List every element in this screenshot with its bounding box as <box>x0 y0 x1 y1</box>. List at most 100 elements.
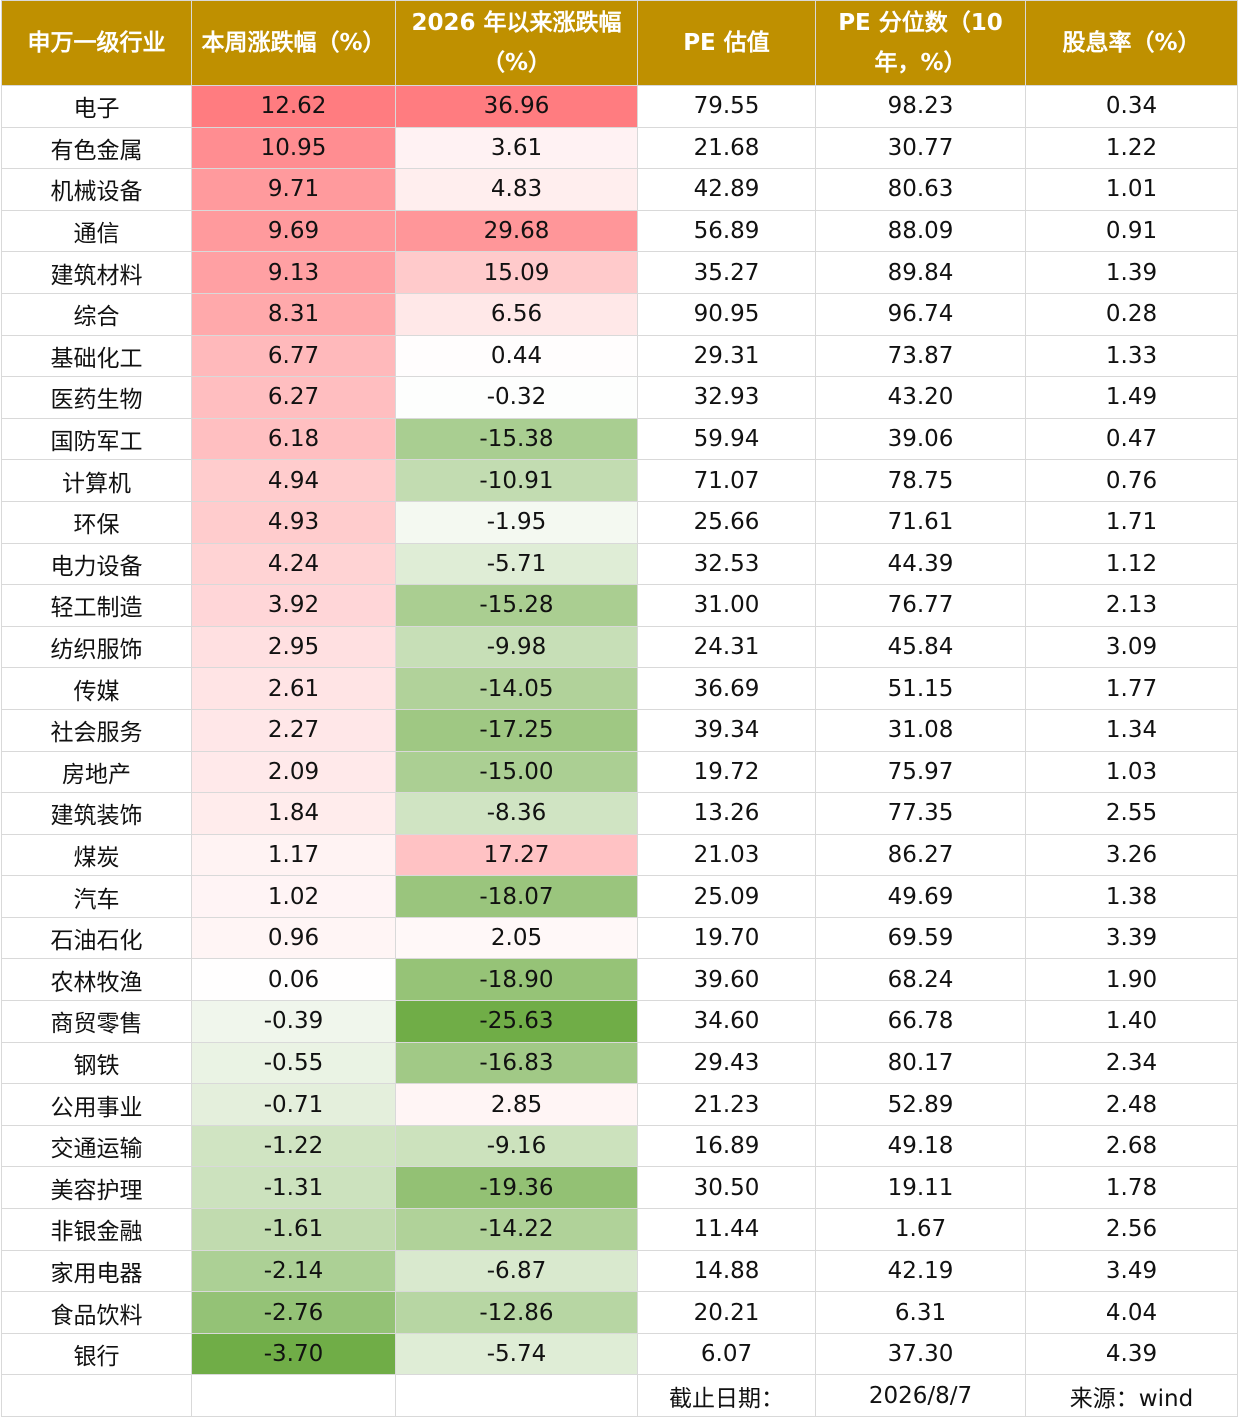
value-cell: 10.95 <box>191 126 396 170</box>
industry-name: 环保 <box>1 500 192 544</box>
value-cell: 17.27 <box>395 833 638 877</box>
industry-name: 石油石化 <box>1 916 192 960</box>
value-cell: -25.63 <box>395 1000 638 1043</box>
value-cell: 1.77 <box>1025 667 1238 710</box>
value-cell: 75.97 <box>815 750 1026 794</box>
data-row: 医药生物 6.27 -0.32 32.93 43.20 1.49 <box>1 376 1238 419</box>
value-cell: 20.21 <box>637 1291 816 1334</box>
industry-name: 食品饮料 <box>1 1291 192 1334</box>
value-cell: -0.71 <box>191 1083 396 1126</box>
data-row: 汽车 1.02 -18.07 25.09 49.69 1.38 <box>1 875 1238 918</box>
value-cell: 31.00 <box>637 584 816 627</box>
value-cell: 21.03 <box>637 833 816 877</box>
data-row: 石油石化 0.96 2.05 19.70 69.59 3.39 <box>1 916 1238 960</box>
industry-name: 房地产 <box>1 750 192 794</box>
data-row: 建筑装饰 1.84 -8.36 13.26 77.35 2.55 <box>1 792 1238 835</box>
value-cell: 2.27 <box>191 708 396 752</box>
value-cell: -2.76 <box>191 1291 396 1334</box>
value-cell: 0.34 <box>1025 85 1238 128</box>
value-cell: -18.90 <box>395 958 638 1002</box>
data-row: 美容护理 -1.31 -19.36 30.50 19.11 1.78 <box>1 1166 1238 1210</box>
value-cell: 45.84 <box>815 625 1026 669</box>
data-row: 基础化工 6.77 0.44 29.31 73.87 1.33 <box>1 334 1238 378</box>
header-cell: 2026 年以来涨跌幅（%） <box>395 0 638 86</box>
value-cell: 12.62 <box>191 85 396 128</box>
value-cell: 4.94 <box>191 459 396 502</box>
value-cell: 1.01 <box>1025 168 1238 211</box>
value-cell: -12.86 <box>395 1291 638 1334</box>
value-cell: 6.07 <box>637 1332 816 1376</box>
value-cell: 0.06 <box>191 958 396 1002</box>
value-cell: 96.74 <box>815 292 1026 336</box>
data-row: 钢铁 -0.55 -16.83 29.43 80.17 2.34 <box>1 1041 1238 1085</box>
value-cell: 71.07 <box>637 459 816 502</box>
data-row: 有色金属 10.95 3.61 21.68 30.77 1.22 <box>1 126 1238 170</box>
value-cell: 42.89 <box>637 168 816 211</box>
value-cell: 0.28 <box>1025 292 1238 336</box>
value-cell: 6.56 <box>395 292 638 336</box>
value-cell: 4.39 <box>1025 1332 1238 1376</box>
industry-name: 美容护理 <box>1 1166 192 1210</box>
value-cell: 2.55 <box>1025 792 1238 835</box>
data-row: 计算机 4.94 -10.91 71.07 78.75 0.76 <box>1 459 1238 502</box>
value-cell: 30.77 <box>815 126 1026 170</box>
industry-name: 非银金融 <box>1 1208 192 1251</box>
industry-name: 公用事业 <box>1 1083 192 1126</box>
value-cell: -1.22 <box>191 1124 396 1168</box>
data-row: 银行 -3.70 -5.74 6.07 37.30 4.39 <box>1 1332 1238 1376</box>
value-cell: -5.71 <box>395 542 638 586</box>
value-cell: 3.39 <box>1025 916 1238 960</box>
value-cell: 1.12 <box>1025 542 1238 586</box>
industry-name: 传媒 <box>1 667 192 710</box>
date: 2026/8/7 <box>815 1374 1026 1418</box>
footer-cell <box>1 1374 192 1418</box>
value-cell: 88.09 <box>815 209 1026 253</box>
value-cell: 86.27 <box>815 833 1026 877</box>
value-cell: 1.71 <box>1025 500 1238 544</box>
value-cell: 4.24 <box>191 542 396 586</box>
value-cell: 31.08 <box>815 708 1026 752</box>
value-cell: 34.60 <box>637 1000 816 1043</box>
value-cell: 1.49 <box>1025 376 1238 419</box>
industry-name: 纺织服饰 <box>1 625 192 669</box>
value-cell: -16.83 <box>395 1041 638 1085</box>
value-cell: 39.34 <box>637 708 816 752</box>
value-cell: 1.02 <box>191 875 396 918</box>
value-cell: 98.23 <box>815 85 1026 128</box>
value-cell: 6.77 <box>191 334 396 378</box>
value-cell: 52.89 <box>815 1083 1026 1126</box>
value-cell: 76.77 <box>815 584 1026 627</box>
value-cell: -0.39 <box>191 1000 396 1043</box>
value-cell: 43.20 <box>815 376 1026 419</box>
header-cell: 股息率（%） <box>1025 0 1238 86</box>
data-row: 食品饮料 -2.76 -12.86 20.21 6.31 4.04 <box>1 1291 1238 1334</box>
data-row: 商贸零售 -0.39 -25.63 34.60 66.78 1.40 <box>1 1000 1238 1043</box>
data-row: 轻工制造 3.92 -15.28 31.00 76.77 2.13 <box>1 584 1238 627</box>
date-label: 截止日期： <box>637 1374 816 1418</box>
value-cell: 19.11 <box>815 1166 1026 1210</box>
value-cell: 1.67 <box>815 1208 1026 1251</box>
value-cell: 36.96 <box>395 85 638 128</box>
value-cell: -19.36 <box>395 1166 638 1210</box>
industry-name: 汽车 <box>1 875 192 918</box>
value-cell: -15.38 <box>395 417 638 461</box>
industry-name: 农林牧渔 <box>1 958 192 1002</box>
value-cell: -1.61 <box>191 1208 396 1251</box>
value-cell: 2.95 <box>191 625 396 669</box>
industry-name: 医药生物 <box>1 376 192 419</box>
value-cell: 2.56 <box>1025 1208 1238 1251</box>
value-cell: 49.18 <box>815 1124 1026 1168</box>
value-cell: 71.61 <box>815 500 1026 544</box>
value-cell: 29.43 <box>637 1041 816 1085</box>
industry-name: 基础化工 <box>1 334 192 378</box>
value-cell: 0.76 <box>1025 459 1238 502</box>
value-cell: 6.18 <box>191 417 396 461</box>
value-cell: 59.94 <box>637 417 816 461</box>
value-cell: 25.09 <box>637 875 816 918</box>
data-row: 纺织服饰 2.95 -9.98 24.31 45.84 3.09 <box>1 625 1238 669</box>
value-cell: 15.09 <box>395 251 638 294</box>
value-cell: -1.95 <box>395 500 638 544</box>
value-cell: 56.89 <box>637 209 816 253</box>
